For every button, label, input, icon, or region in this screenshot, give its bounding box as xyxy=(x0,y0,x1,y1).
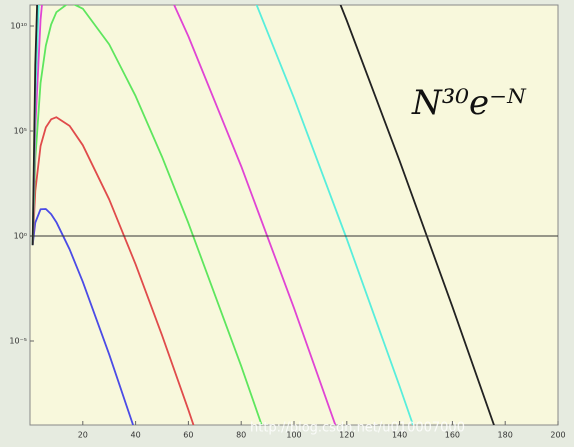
series-line xyxy=(31,5,495,425)
series-line xyxy=(31,5,415,425)
series-line xyxy=(31,116,195,425)
x-tick-label: 200 xyxy=(550,431,565,440)
x-tick-label: 60 xyxy=(183,431,193,440)
x-tick-label: 180 xyxy=(498,431,513,440)
series-line xyxy=(31,5,337,425)
x-tick-label: 20 xyxy=(78,431,88,440)
y-tick-label: 10⁰ xyxy=(14,232,27,241)
x-tick-label: 100 xyxy=(286,431,301,440)
series-line xyxy=(31,5,263,425)
series-line xyxy=(31,208,135,425)
plot-lines xyxy=(31,5,495,425)
x-tick-label: 160 xyxy=(445,431,460,440)
x-tick-label: 80 xyxy=(236,431,246,440)
y-tick-label: 10⁵ xyxy=(14,127,27,136)
y-tick-label: 10⁻⁵ xyxy=(9,337,27,346)
plot-area xyxy=(29,4,559,426)
x-tick-label: 120 xyxy=(339,431,354,440)
x-tick-label: 140 xyxy=(392,431,407,440)
x-tick-label: 40 xyxy=(131,431,141,440)
y-tick-label: 10¹⁰ xyxy=(10,22,27,31)
watermark: http://blog.csdn.net/u010007000 xyxy=(250,421,465,436)
annotation: N³⁰e⁻ᴺ xyxy=(411,83,527,123)
